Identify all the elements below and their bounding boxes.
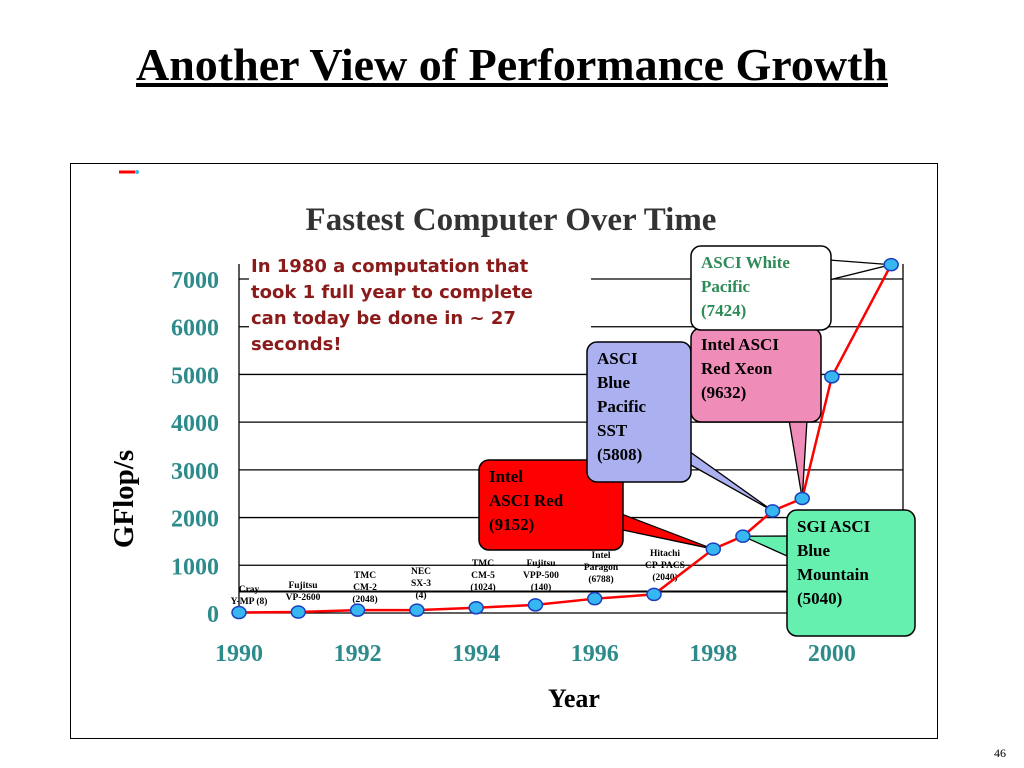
point-label: Y-MP (8) [231, 596, 268, 607]
y-tick-label: 5000 [171, 363, 219, 389]
y-tick-label: 6000 [171, 316, 219, 342]
callout-line: SST [597, 421, 628, 440]
note-line: In 1980 a computation that [251, 256, 529, 277]
callout-line: (5040) [797, 589, 842, 608]
callout-line: Blue [597, 373, 631, 392]
y-tick-label: 0 [207, 602, 219, 628]
x-tick-label: 1990 [215, 641, 263, 667]
chart-title: Fastest Computer Over Time [306, 202, 717, 238]
callout: SGI ASCI Blue Mountain (5040) [786, 509, 916, 637]
data-point [705, 542, 722, 556]
callout: ASCI White Pacific (7424) [690, 245, 832, 331]
point-label: TMC [472, 559, 494, 569]
point-label: CP-PACS [645, 561, 685, 571]
callout-line: SGI ASCI [797, 517, 871, 536]
data-point [646, 587, 662, 602]
point-label: Fujitsu [526, 559, 556, 569]
callout-line: Red Xeon [701, 359, 773, 378]
data-point [468, 601, 484, 615]
data-point [764, 504, 781, 518]
callout-line: Pacific [701, 277, 751, 296]
data-point [586, 591, 603, 606]
callout-line: Mountain [797, 565, 869, 584]
note-box: In 1980 a computation that took 1 full ye… [249, 248, 591, 358]
page-number: 46 [994, 746, 1006, 760]
callout-pointer [609, 508, 714, 550]
x-tick-label: 1998 [689, 641, 737, 667]
x-tick-label: 2000 [808, 641, 856, 667]
point-label: VPP-500 [523, 571, 559, 581]
data-point [824, 370, 840, 384]
point-label: Hitachi [650, 549, 680, 559]
point-label: SX-3 [411, 579, 431, 589]
point-label: Fujitsu [288, 581, 318, 591]
callout-box [690, 245, 832, 331]
callout-pointer [828, 259, 892, 281]
point-label: TMC [354, 571, 376, 581]
data-point [735, 529, 751, 543]
callout-line: (7424) [701, 301, 746, 320]
note-background [249, 248, 591, 358]
callout-line: (9632) [701, 383, 746, 402]
callout-box [478, 459, 624, 551]
x-tick-label: 1994 [452, 641, 500, 667]
y-tick-labels: 0 1000 2000 3000 4000 5000 6000 7000 [171, 268, 219, 628]
point-label: CM-5 [471, 571, 495, 581]
x-axis-label: Year [548, 684, 600, 713]
callout-line: Blue [797, 541, 831, 560]
y-tick-label: 3000 [171, 459, 219, 485]
callout-line: (9152) [489, 515, 534, 534]
callout-line: ASCI White [701, 253, 790, 272]
callout-pointer [678, 443, 773, 512]
point-label: NEC [411, 567, 431, 577]
chart-frame: Fastest Computer Over Time 0 1000 2000 3000… [70, 163, 938, 739]
point-label: Paragon [584, 563, 619, 573]
note-line: took 1 full year to complete [251, 282, 533, 303]
y-axis-label: GFlop/s [108, 450, 140, 548]
data-point [409, 603, 425, 617]
legend-mark [119, 170, 139, 174]
callout-line: Pacific [597, 397, 647, 416]
x-tick-label: 1992 [334, 641, 382, 667]
point-label: Intel [592, 551, 611, 561]
callout-line: ASCI [597, 349, 638, 368]
performance-line-chart: Fastest Computer Over Time 0 1000 2000 3000… [108, 170, 916, 713]
callout-box [786, 509, 916, 637]
x-tick-label: 1996 [571, 641, 619, 667]
point-label: (140) [531, 582, 552, 593]
slide-title: Another View of Performance Growth [135, 39, 888, 90]
data-point [794, 491, 810, 506]
callout: Intel ASCI Red (9152) [478, 459, 624, 551]
note-line: seconds! [251, 334, 342, 355]
callout: Intel ASCI Red Xeon (9632) [690, 327, 822, 423]
data-point [527, 598, 544, 612]
point-label: (6788) [588, 574, 613, 585]
callout-line: (5808) [597, 445, 642, 464]
callout-line: Intel ASCI [701, 335, 779, 354]
callout-line: Intel [489, 467, 523, 486]
callout: ASCI Blue Pacific SST (5808) [586, 341, 692, 483]
data-point [883, 257, 899, 272]
callout-line: ASCI Red [489, 491, 564, 510]
point-label: (1024) [470, 582, 495, 593]
data-point [349, 603, 366, 617]
callout-pointers [609, 259, 892, 558]
y-tick-label: 2000 [171, 507, 219, 533]
data-point [231, 605, 247, 620]
point-label: VP-2600 [286, 593, 321, 603]
y-tick-label: 7000 [171, 268, 219, 294]
data-points [231, 257, 899, 620]
note-line: can today be done in ~ 27 [251, 308, 516, 329]
point-label: Cray [239, 585, 260, 595]
y-tick-label: 1000 [171, 554, 219, 580]
x-tick-labels: 1990 1992 1994 1996 1998 2000 [215, 641, 856, 667]
callouts: Intel ASCI Red (9152) ASCI Blue Pacific SST (58… [478, 245, 916, 637]
data-point [290, 605, 307, 619]
point-label: (2040) [652, 572, 677, 583]
y-tick-label: 4000 [171, 411, 219, 437]
point-label: (4) [415, 590, 426, 601]
point-label: (2048) [352, 594, 377, 605]
point-label: CM-2 [353, 583, 377, 593]
